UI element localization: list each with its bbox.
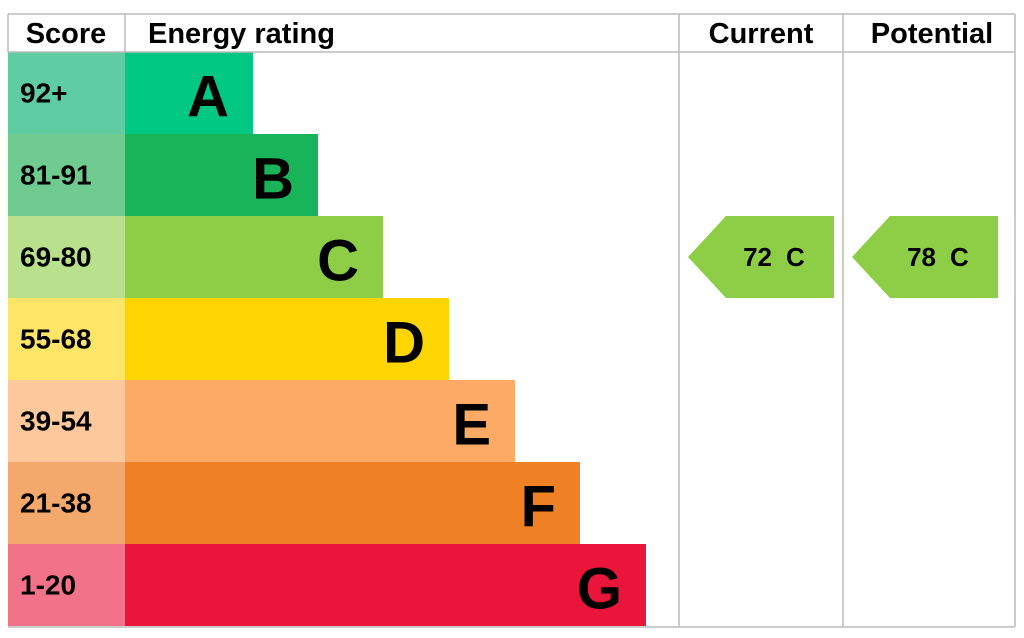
score-cell <box>8 298 125 380</box>
potential-letter: C <box>950 242 969 272</box>
rating-letter: C <box>317 229 359 294</box>
score-range: 21-38 <box>20 488 92 519</box>
score-range: 1-20 <box>20 570 76 601</box>
header-potential: Potential <box>871 18 993 50</box>
rating-bar <box>125 216 383 298</box>
rating-bar <box>125 52 253 134</box>
rating-bar <box>125 134 318 216</box>
current-arrow <box>688 216 834 298</box>
rating-letter: A <box>187 65 229 130</box>
score-cell <box>8 544 125 626</box>
rating-letter: G <box>577 557 622 622</box>
rating-letter: B <box>252 147 294 212</box>
rating-bar <box>125 544 646 626</box>
current-letter: C <box>786 242 805 272</box>
score-range: 92+ <box>20 78 68 109</box>
header-rating: Energy rating <box>148 18 335 50</box>
score-range: 55-68 <box>20 324 92 355</box>
rating-bar <box>125 298 449 380</box>
rating-letter: E <box>452 393 491 458</box>
potential-score: 78 <box>907 242 936 272</box>
rating-letter: D <box>383 311 425 376</box>
score-cell <box>8 380 125 462</box>
score-range: 39-54 <box>20 406 92 437</box>
potential-arrow <box>852 216 998 298</box>
score-cell <box>8 462 125 544</box>
score-cell <box>8 134 125 216</box>
score-range: 69-80 <box>20 242 92 273</box>
rating-bar <box>125 380 515 462</box>
header-score: Score <box>26 18 107 50</box>
rating-bar <box>125 462 580 544</box>
score-cell <box>8 52 125 134</box>
rating-letter: F <box>521 475 556 540</box>
header-current: Current <box>709 18 814 50</box>
score-cell <box>8 216 125 298</box>
score-range: 81-91 <box>20 160 92 191</box>
current-score: 72 <box>743 242 772 272</box>
